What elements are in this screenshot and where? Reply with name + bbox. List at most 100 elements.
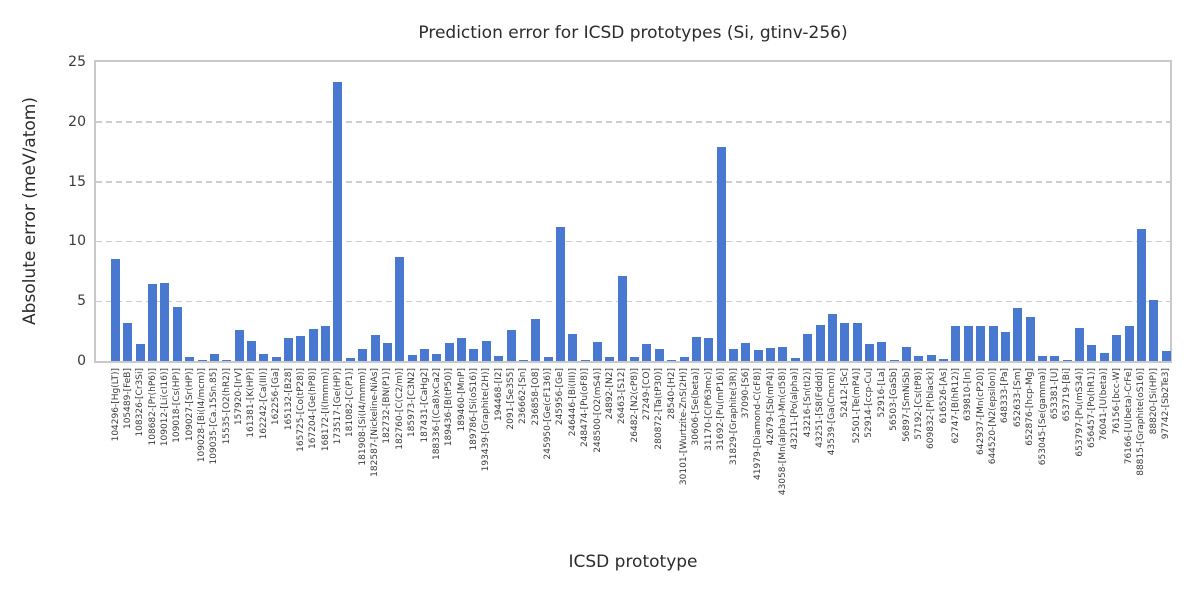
bar (160, 283, 170, 361)
bar (852, 322, 862, 361)
bar (407, 355, 417, 361)
x-tick-label: 245956-[Ge] (555, 368, 566, 426)
x-tick-label: 2091-[Se3S5] (506, 368, 517, 430)
chart-title: Prediction error for ICSD prototypes (Si… (418, 23, 848, 43)
bar (605, 356, 615, 361)
bar (753, 349, 763, 361)
x-tick-label: 246446-[Bi(III)] (567, 368, 578, 437)
bar (1000, 332, 1010, 361)
bar (988, 326, 998, 361)
x-tick-label: 168172-[I(Immm)] (320, 368, 331, 452)
bar (902, 347, 912, 361)
x-tick-label: 639810-[In] (963, 368, 974, 421)
x-tick-label: 648333-[Pa] (1000, 368, 1011, 424)
x-tick-label: 42679-[Sb(mP4)] (765, 368, 776, 446)
x-tick-label: 31829-[Graphite(3R)] (728, 368, 739, 466)
bar (877, 341, 887, 361)
bar (951, 326, 961, 361)
bar (840, 322, 850, 361)
bar (593, 341, 603, 361)
bar (382, 343, 392, 361)
x-tick-label: 189436-[B(tP50)] (444, 368, 455, 447)
gridline-10 (96, 240, 1170, 243)
bar (704, 338, 714, 361)
bar (568, 333, 578, 361)
bar (148, 284, 158, 361)
y-tick-label: 20 (68, 113, 86, 130)
bar (1099, 352, 1109, 361)
x-tick-label: 642937-[Mn(cP20)] (975, 368, 986, 455)
x-tick-label: 97742-[Sb2Te3] (1161, 368, 1172, 440)
bar (358, 349, 368, 361)
bar (321, 326, 331, 361)
bar (815, 325, 825, 361)
x-tick-label: 52412-[Sc] (839, 368, 850, 418)
x-tick-label: 109018-[Cs(HP)] (172, 368, 183, 443)
x-tick-label: 193439-[Graphite(2H)] (481, 368, 492, 472)
bar (778, 346, 788, 361)
bar (827, 313, 837, 361)
bar (271, 357, 281, 361)
bar (555, 227, 565, 361)
bar (111, 259, 120, 361)
x-tick-label: 105489-[FeB] (122, 368, 133, 430)
gridline-5 (96, 300, 1170, 303)
x-tick-label: 56503-[GaSb] (889, 368, 900, 431)
x-tick-label: 27249-[CO] (641, 368, 652, 421)
x-tick-label: 236662-[Sn] (518, 368, 529, 425)
bar (679, 356, 689, 361)
bar (296, 335, 306, 361)
x-tick-label: 109012-[Li(cI16)] (159, 368, 170, 447)
x-tick-label: 157920-[IrV] (234, 368, 245, 426)
x-tick-label: 185973-[C3N2] (407, 368, 418, 438)
bar (1062, 360, 1072, 361)
bar (420, 349, 429, 361)
x-tick-label: 43058-[Mn(alpha)-Mn(cI58)] (777, 368, 788, 496)
x-tick-label: 656457-[Po(hR1)] (1086, 368, 1097, 448)
x-tick-label: 30606-[Se(beta)] (691, 368, 702, 446)
x-tick-label: 248474-[Pu(oF8)] (580, 368, 591, 448)
bar (580, 360, 590, 361)
x-tick-label: 109027-[Sr(HP)] (184, 368, 195, 442)
y-tick-label: 25 (68, 54, 86, 70)
bar (370, 334, 380, 361)
bar (914, 356, 924, 361)
bar (803, 333, 813, 361)
x-tick-label: 43539-[Ga(Cmcm)] (827, 368, 838, 456)
bar (543, 356, 553, 361)
bar (469, 349, 479, 361)
x-tick-label: 653719-[Bi] (1062, 368, 1073, 422)
x-tick-label: 15535-[O2(hR2)] (221, 368, 232, 445)
gridline-20 (96, 121, 1170, 123)
x-tick-label: 104296-[Hg(LT)] (110, 368, 121, 442)
bar (976, 326, 986, 361)
bar (1013, 308, 1023, 361)
x-tick-label: 187431-[CaHg2] (419, 368, 430, 443)
bar (518, 360, 528, 361)
bar (864, 344, 874, 361)
x-tick-label: 167204-[Ge(hP8)] (308, 368, 319, 450)
x-tick-label: 43216-[Sn(tI2)] (802, 368, 813, 438)
bar (345, 358, 355, 361)
bar (246, 340, 256, 361)
x-tick-label: 653045-[Se(gamma)] (1037, 368, 1048, 466)
x-tick-label: 609832-[P(black)] (926, 368, 937, 449)
x-tick-label: 162242-[Ca(III)] (258, 368, 269, 440)
x-tick-label: 280872-[Ta(tP30)] (654, 368, 665, 450)
x-tick-label: 165725-[Co(tP28)] (295, 368, 306, 452)
bar (531, 319, 541, 361)
bar (284, 338, 294, 361)
x-tick-label: 37090-[S6] (740, 368, 751, 419)
bar (1136, 229, 1146, 361)
x-tick-label: 248500-[O2(mS4)] (592, 368, 603, 453)
x-tick-label: 181908-[Si(I4/mmm)] (357, 368, 368, 466)
x-tick-label: 88815-[Graphite(oS16)] (1136, 368, 1147, 476)
x-tick-label: 652633-[Sm] (1012, 368, 1023, 428)
y-tick-label: 0 (77, 353, 86, 369)
x-tick-label: 161381-[K(HP)] (246, 368, 257, 438)
x-tick-label: 165132-[B28] (283, 368, 294, 431)
x-tick-label: 52914-[ccp-Cu] (864, 368, 875, 438)
bar (741, 343, 751, 361)
bar (654, 349, 664, 361)
x-tick-label: 56897-[SmNiSb] (901, 368, 912, 443)
